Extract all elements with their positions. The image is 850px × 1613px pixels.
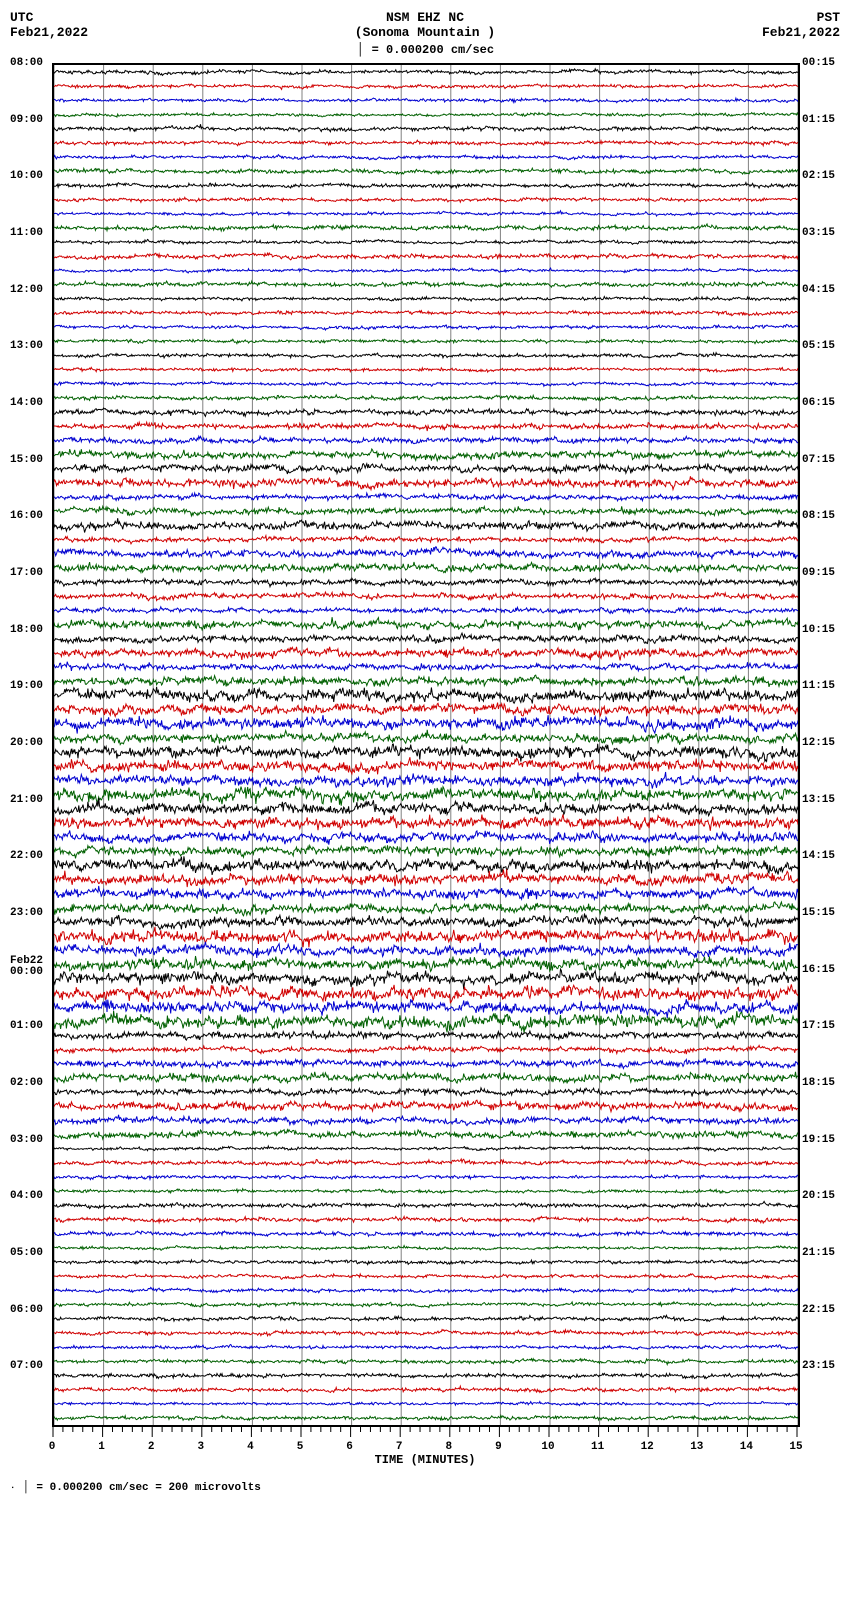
utc-hour-label: Feb2200:00 [10,956,43,978]
x-tick-label: 9 [495,1441,502,1453]
utc-hour-label: 14:00 [10,397,43,409]
utc-hour-label: 22:00 [10,850,43,862]
utc-hour-label: 09:00 [10,114,43,126]
utc-hour-label: 07:00 [10,1360,43,1372]
x-tick-label: 0 [49,1441,56,1453]
scale-bar: │ = 0.000200 cm/sec [110,42,740,57]
pst-hour-label: 02:15 [802,170,835,182]
header-right: PST Feb21,2022 [740,10,840,57]
pst-hour-label: 05:15 [802,340,835,352]
pst-hour-label: 06:15 [802,397,835,409]
x-tick-label: 15 [789,1441,802,1453]
pst-hour-label: 14:15 [802,850,835,862]
utc-hour-label: 18:00 [10,624,43,636]
pst-label: PST [740,10,840,25]
header: UTC Feb21,2022 NSM EHZ NC (Sonoma Mounta… [10,10,840,57]
x-tick-label: 13 [690,1441,703,1453]
x-axis: TIME (MINUTES) 0123456789101112131415 [52,1427,798,1467]
pst-hour-label: 20:15 [802,1190,835,1202]
utc-hour-label: 03:00 [10,1134,43,1146]
x-tick-label: 10 [541,1441,554,1453]
x-tick-label: 1 [98,1441,105,1453]
x-tick-label: 11 [591,1441,604,1453]
pst-hour-label: 17:15 [802,1020,835,1032]
pst-hour-label: 12:15 [802,737,835,749]
pst-hour-label: 22:15 [802,1304,835,1316]
pst-hour-label: 09:15 [802,567,835,579]
utc-hour-label: 06:00 [10,1304,43,1316]
x-tick-label: 7 [396,1441,403,1453]
pst-hour-label: 07:15 [802,454,835,466]
x-tick-label: 6 [346,1441,353,1453]
pst-hour-label: 15:15 [802,907,835,919]
x-axis-title: TIME (MINUTES) [52,1453,798,1467]
utc-hour-label: 08:00 [10,57,43,69]
utc-hour-label: 11:00 [10,227,43,239]
pst-hour-label: 19:15 [802,1134,835,1146]
utc-hour-label: 17:00 [10,567,43,579]
footer-scale: ∙ │ = 0.000200 cm/sec = 200 microvolts [10,1481,840,1494]
utc-hour-label: 21:00 [10,794,43,806]
header-left: UTC Feb21,2022 [10,10,110,57]
pst-hour-label: 18:15 [802,1077,835,1089]
helicorder-plot: 08:0009:0010:0011:0012:0013:0014:0015:00… [10,63,840,1427]
x-tick-label: 2 [148,1441,155,1453]
x-tick-label: 4 [247,1441,254,1453]
utc-hour-label: 15:00 [10,454,43,466]
pst-hour-label: 21:15 [802,1247,835,1259]
pst-hour-label: 01:15 [802,114,835,126]
utc-hour-label: 12:00 [10,284,43,296]
utc-hour-label: 02:00 [10,1077,43,1089]
pst-hour-label: 03:15 [802,227,835,239]
x-tick-label: 14 [740,1441,753,1453]
utc-hour-label: 05:00 [10,1247,43,1259]
pst-hour-label: 00:15 [802,57,835,69]
station-name: (Sonoma Mountain ) [110,25,740,40]
utc-hour-label: 20:00 [10,737,43,749]
utc-hour-label: 19:00 [10,680,43,692]
pst-date: Feb21,2022 [740,25,840,40]
x-tick-label: 12 [641,1441,654,1453]
utc-hour-label: 10:00 [10,170,43,182]
utc-hour-label: 16:00 [10,510,43,522]
station-code: NSM EHZ NC [110,10,740,25]
pst-hour-label: 23:15 [802,1360,835,1372]
utc-hour-label: 23:00 [10,907,43,919]
utc-hour-label: 01:00 [10,1020,43,1032]
x-tick-label: 5 [297,1441,304,1453]
utc-hour-label: 13:00 [10,340,43,352]
pst-hour-label: 11:15 [802,680,835,692]
plot-area [52,63,800,1427]
utc-hour-label: 04:00 [10,1190,43,1202]
utc-date: Feb21,2022 [10,25,110,40]
x-tick-label: 3 [197,1441,204,1453]
pst-hour-label: 08:15 [802,510,835,522]
pst-hour-label: 13:15 [802,794,835,806]
pst-hour-label: 04:15 [802,284,835,296]
utc-label: UTC [10,10,110,25]
header-center: NSM EHZ NC (Sonoma Mountain ) │ = 0.0002… [110,10,740,57]
pst-hour-label: 16:15 [802,964,835,976]
x-tick-label: 8 [445,1441,452,1453]
pst-hour-label: 10:15 [802,624,835,636]
